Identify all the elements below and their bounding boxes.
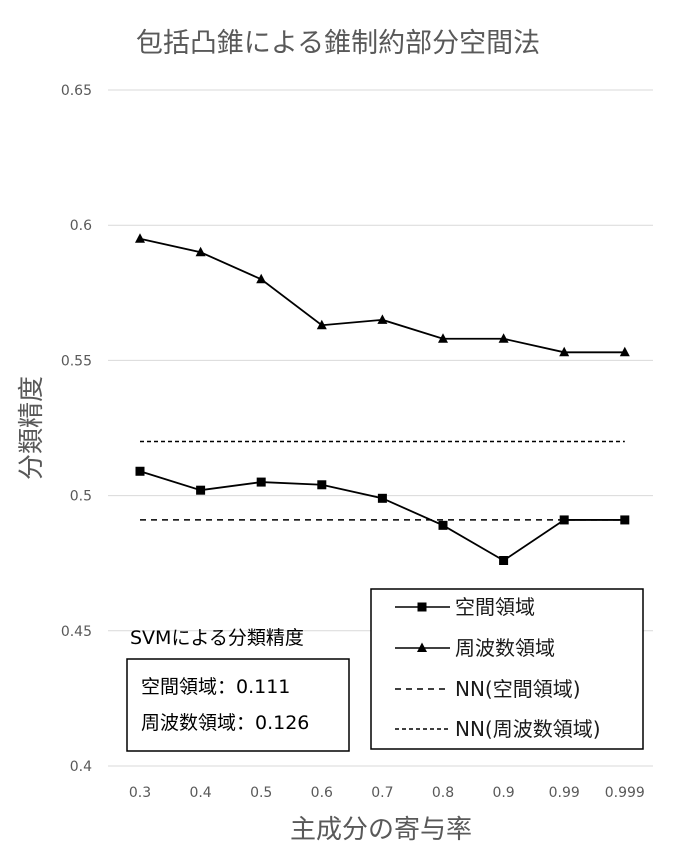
data-point bbox=[317, 480, 327, 490]
data-point bbox=[135, 466, 145, 476]
data-point bbox=[135, 233, 145, 243]
series-line bbox=[139, 237, 625, 354]
data-point bbox=[377, 314, 388, 324]
legend-label: 周波数領域 bbox=[455, 636, 555, 660]
annotation-box bbox=[126, 658, 350, 752]
series-line bbox=[139, 470, 625, 562]
x-tick-label: 0.9 bbox=[492, 785, 514, 801]
annotation-line-2: 周波数領域：0.126 bbox=[141, 712, 309, 734]
series-1 bbox=[135, 233, 630, 357]
series-0 bbox=[135, 466, 630, 565]
data-point bbox=[499, 555, 509, 565]
data-point bbox=[559, 515, 569, 525]
data-point bbox=[256, 273, 267, 284]
legend-item: 空間領域 bbox=[395, 595, 535, 619]
legend-marker bbox=[417, 642, 427, 652]
data-point bbox=[619, 346, 630, 357]
y-axis-title: 分類精度 bbox=[17, 376, 47, 480]
y-tick-label: 0.4 bbox=[70, 759, 92, 775]
x-tick-label: 0.5 bbox=[250, 785, 272, 801]
annotation-heading: SVMによる分類精度 bbox=[130, 627, 304, 649]
data-point bbox=[195, 246, 206, 257]
data-point bbox=[438, 333, 448, 343]
data-point bbox=[498, 333, 509, 343]
legend-item: NN(空間領域) bbox=[395, 677, 581, 701]
x-tick-label: 0.8 bbox=[432, 785, 454, 801]
legend-label: 空間領域 bbox=[455, 595, 535, 619]
x-tick-label: 0.4 bbox=[189, 785, 211, 801]
x-tick-label: 0.6 bbox=[311, 785, 333, 801]
x-tick-label: 0.99 bbox=[549, 785, 580, 801]
legend-box bbox=[370, 588, 644, 750]
legend-item: NN(周波数領域) bbox=[395, 717, 601, 741]
series-layer bbox=[135, 233, 630, 565]
y-axis-ticks: 0.4 0.45 0.5 0.55 0.6 0.65 bbox=[61, 83, 92, 775]
annotation-line-1: 空間領域：0.111 bbox=[141, 676, 290, 698]
chart-title: 包括凸錐による錐制約部分空間法 bbox=[136, 28, 540, 59]
data-point bbox=[256, 477, 266, 487]
y-tick-label: 0.65 bbox=[61, 83, 92, 99]
data-point bbox=[438, 520, 448, 530]
y-tick-label: 0.45 bbox=[61, 624, 92, 640]
data-point bbox=[377, 493, 387, 503]
x-axis-title: 主成分の寄与率 bbox=[290, 815, 472, 845]
legend-label: NN(空間領域) bbox=[455, 677, 581, 701]
legend-item: 周波数領域 bbox=[395, 636, 555, 660]
svm-annotation: SVMによる分類精度 空間領域：0.111 周波数領域：0.126 bbox=[126, 627, 350, 752]
data-point bbox=[196, 485, 206, 495]
x-axis-ticks: 0.3 0.4 0.5 0.6 0.7 0.8 0.9 0.99 0.999 bbox=[129, 785, 645, 801]
x-tick-label: 0.999 bbox=[605, 785, 645, 801]
legend-label: NN(周波数領域) bbox=[455, 717, 601, 741]
y-tick-label: 0.6 bbox=[70, 218, 92, 234]
x-tick-label: 0.3 bbox=[129, 785, 151, 801]
y-tick-label: 0.55 bbox=[61, 353, 92, 369]
data-point bbox=[559, 346, 570, 357]
data-point bbox=[316, 319, 327, 330]
y-tick-label: 0.5 bbox=[70, 489, 92, 505]
x-tick-label: 0.7 bbox=[371, 785, 393, 801]
legend-marker bbox=[417, 602, 427, 612]
